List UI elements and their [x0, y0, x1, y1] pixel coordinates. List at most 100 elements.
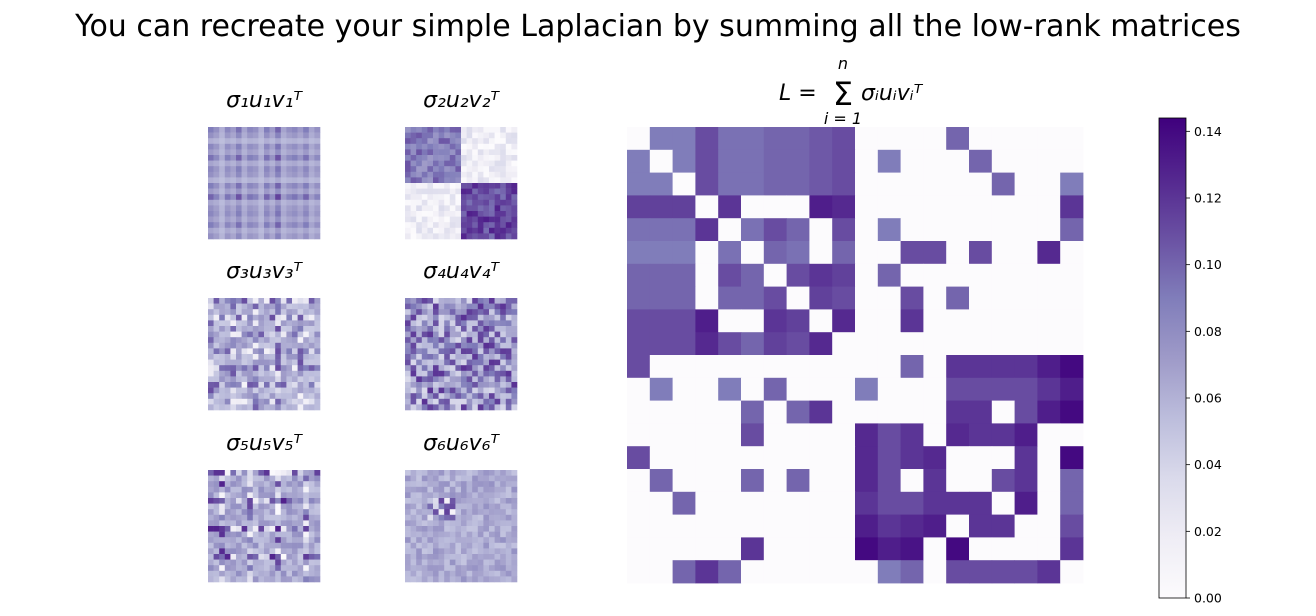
heatmap-cell	[718, 355, 742, 379]
panel-cell	[472, 475, 479, 482]
panel-cell	[483, 298, 490, 304]
panel-cell	[438, 211, 445, 217]
panel-cell	[308, 326, 315, 332]
heatmap-cell	[991, 127, 1015, 151]
panel-cell	[314, 554, 321, 560]
panel-cell	[433, 387, 439, 394]
panel-cell	[286, 359, 293, 366]
panel-cell	[421, 576, 428, 583]
heatmap-cell	[672, 560, 696, 584]
panel-cell	[511, 127, 518, 133]
panel-cell	[500, 559, 507, 566]
panel-cell	[427, 570, 434, 577]
panel-cell	[219, 160, 226, 167]
panel-cell	[224, 387, 231, 394]
heatmap-cell	[695, 127, 719, 151]
heatmap-cell	[877, 491, 901, 515]
panel-cell	[466, 155, 473, 161]
panel-cell	[500, 565, 507, 572]
panel-cell	[208, 331, 214, 338]
panel-cell	[483, 470, 490, 476]
panel-cell	[494, 298, 501, 304]
panel-cell	[444, 393, 451, 400]
panel-cell	[416, 298, 423, 304]
panel-cell	[427, 486, 434, 493]
panel-cell	[247, 492, 254, 499]
heatmap-cell	[1037, 332, 1061, 356]
panel-cell	[433, 542, 439, 549]
panel-cell	[444, 348, 451, 355]
panel-cell	[252, 509, 259, 516]
panel-cell	[208, 481, 214, 488]
panel-cell	[472, 486, 479, 493]
panel-cell	[208, 132, 214, 139]
panel-cell	[483, 183, 490, 189]
panel-cell	[252, 205, 259, 212]
panel-cell	[427, 554, 434, 560]
panel-cell	[269, 475, 276, 482]
panel-cell	[500, 509, 507, 516]
panel-cell	[269, 320, 276, 327]
panel-cell	[449, 194, 456, 201]
heatmap-cell	[969, 172, 993, 196]
panel-cell	[438, 309, 445, 316]
panel-cell	[230, 514, 237, 521]
panel-cell	[489, 565, 495, 572]
panel-cell	[489, 576, 495, 583]
panel-cell	[421, 227, 428, 234]
panel-cell	[280, 559, 287, 566]
heatmap-cell	[969, 332, 993, 356]
panel-cell	[494, 570, 501, 577]
panel-cell	[241, 531, 248, 538]
heatmap-cell	[1060, 560, 1084, 584]
panel-cell	[292, 365, 298, 372]
panel-cell	[489, 376, 495, 383]
panel-cell	[275, 559, 282, 566]
heatmap-cell	[809, 263, 833, 287]
panel-cell	[427, 348, 434, 355]
panel-cell	[280, 542, 287, 549]
panel-cell	[247, 155, 254, 161]
panel-cell	[449, 183, 456, 189]
panel-cell	[472, 531, 479, 538]
panel-cell	[505, 227, 512, 234]
panel-cell	[258, 326, 265, 332]
panel-cell	[511, 211, 518, 217]
panel-cell	[421, 188, 428, 195]
heatmap-cell	[809, 560, 833, 584]
panel-cell	[314, 143, 321, 150]
panel-cell	[472, 155, 479, 161]
panel-cell	[308, 404, 315, 411]
heatmap-cell	[763, 377, 787, 401]
panel-cell	[472, 554, 479, 560]
heatmap-cell	[627, 172, 651, 196]
panel-cell	[252, 498, 259, 504]
panel-cell	[483, 331, 490, 338]
heatmap-cell	[923, 309, 947, 333]
panel-cell	[433, 216, 439, 223]
panel-cell	[230, 393, 237, 400]
panel-cell	[472, 227, 479, 234]
panel-cell	[247, 376, 254, 383]
panel-cell	[275, 199, 282, 206]
panel-cell	[303, 331, 310, 338]
panel-cell	[258, 514, 265, 521]
panel-cell	[511, 376, 518, 383]
panel-cell	[219, 127, 226, 133]
panel-cell	[258, 188, 265, 195]
panel-cell	[314, 171, 321, 178]
panel-cell	[241, 554, 248, 560]
panel-cell	[455, 138, 462, 145]
panel-cell	[466, 342, 473, 349]
heatmap-cell	[923, 491, 947, 515]
panel-cell	[494, 194, 501, 201]
panel-cell	[477, 160, 484, 167]
panel-cell	[472, 382, 479, 388]
panel-cell	[224, 149, 231, 156]
panel-cell	[314, 376, 321, 383]
panel-cell	[213, 570, 220, 577]
panel-cell	[455, 548, 462, 555]
panel-cell	[280, 216, 287, 223]
panel-cell	[494, 520, 501, 527]
panel-cell	[292, 298, 298, 304]
